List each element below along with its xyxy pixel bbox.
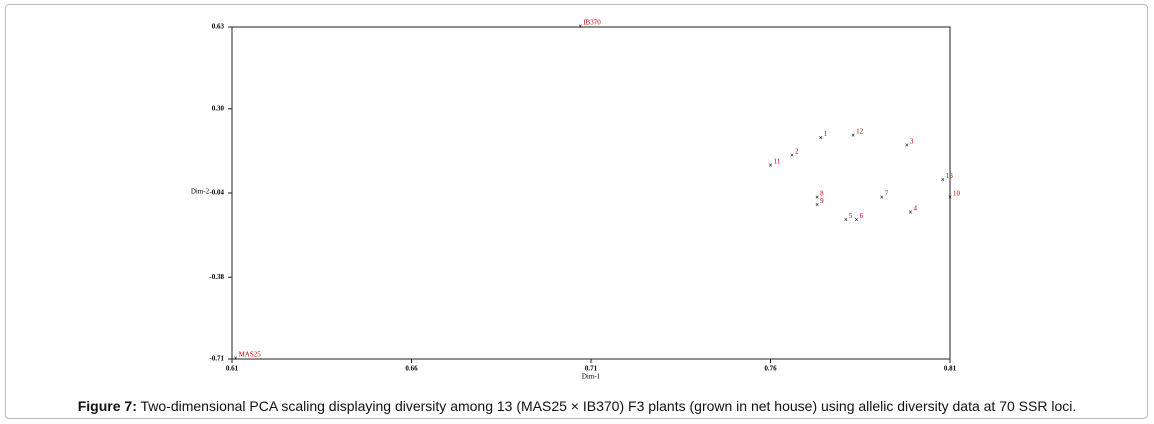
- point-label: 10: [953, 190, 961, 198]
- point-marker: ×: [909, 208, 913, 216]
- point-label: 4: [914, 204, 918, 212]
- point-label: 1: [824, 130, 828, 138]
- point-label: 12: [856, 128, 864, 136]
- point-marker: ×: [790, 151, 794, 159]
- point-marker: ×: [234, 355, 238, 363]
- point-label: MAS25: [239, 351, 262, 359]
- point-marker: ×: [819, 134, 823, 142]
- point-label: 11: [774, 157, 781, 165]
- y-tick-label: 0.30: [212, 104, 225, 112]
- point-marker: ×: [769, 161, 773, 169]
- x-tick-label: 0.61: [226, 365, 239, 373]
- x-tick-label: 0.66: [405, 365, 418, 373]
- point-label: 13: [946, 172, 954, 180]
- point-marker: ×: [880, 194, 884, 202]
- x-tick-label: 0.71: [585, 365, 598, 373]
- point-marker: ×: [844, 216, 848, 224]
- x-tick-label: 0.76: [764, 365, 777, 373]
- y-tick-label: 0.63: [212, 23, 225, 31]
- point-label: 5: [849, 212, 853, 220]
- point-label: 7: [885, 190, 889, 198]
- point-marker: ×: [948, 194, 952, 202]
- y-tick-label: -0.38: [209, 273, 224, 281]
- panel-border: [5, 4, 1148, 419]
- caption: Figure 7: Two-dimensional PCA scaling di…: [0, 398, 1154, 414]
- point-label: 8: [820, 190, 824, 198]
- point-marker: ×: [855, 216, 859, 224]
- point-label: 2: [795, 147, 799, 155]
- point-label: 6: [860, 212, 864, 220]
- x-axis-label: Dim-1: [582, 373, 601, 381]
- y-axis-label: Dim-2: [191, 188, 210, 196]
- caption-text: Two-dimensional PCA scaling displaying d…: [136, 398, 1077, 414]
- plot-frame: [231, 26, 951, 360]
- point-marker: ×: [578, 23, 582, 31]
- point-marker: ×: [815, 194, 819, 202]
- x-tick-label: 0.81: [944, 365, 957, 373]
- point-marker: ×: [941, 176, 945, 184]
- y-tick-label: -0.71: [209, 355, 224, 363]
- caption-label: Figure 7:: [77, 398, 137, 414]
- point-marker: ×: [905, 142, 909, 150]
- point-marker: ×: [815, 201, 819, 209]
- point-label: 3: [910, 138, 914, 146]
- point-label: 9: [820, 197, 824, 205]
- point-label: IB370: [583, 19, 601, 27]
- point-marker: ×: [851, 132, 855, 140]
- y-tick-label: -0.04: [209, 189, 224, 197]
- chart: Dim-1 Dim-2 0.61 0.66 0.71 0.76 0.81 -0.71 -0.…: [191, 19, 961, 381]
